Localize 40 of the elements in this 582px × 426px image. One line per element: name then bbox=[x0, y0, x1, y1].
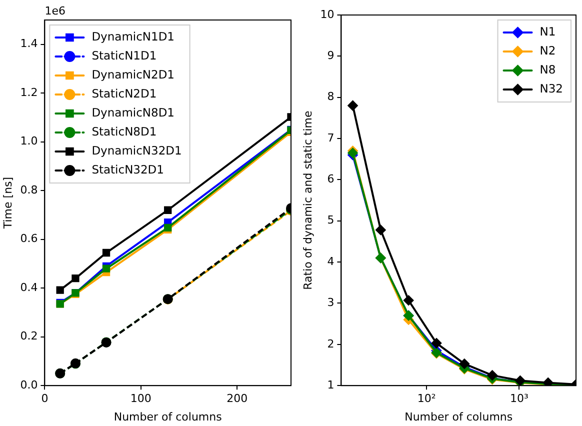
legend-label: N1 bbox=[540, 24, 556, 38]
legend-label: StaticN8D1 bbox=[92, 124, 157, 138]
y-tick-label: 8 bbox=[327, 90, 334, 104]
legend-label: N8 bbox=[540, 62, 556, 76]
y-tick-label: 2 bbox=[327, 337, 334, 350]
legend-label: N2 bbox=[540, 43, 556, 58]
y-tick-label: 4 bbox=[327, 254, 334, 268]
legend-label: DynamicN32D1 bbox=[92, 143, 182, 158]
y-tick-label: 9 bbox=[327, 49, 334, 62]
y-tick-label: 0.4 bbox=[20, 280, 38, 294]
legend-label: DynamicN8D1 bbox=[92, 105, 175, 120]
x-tick-label: 10² bbox=[417, 392, 436, 406]
y-tick-label: 3 bbox=[327, 296, 334, 310]
y-axis-title: Ratio of dynamic and static time bbox=[301, 110, 314, 290]
x-tick-label: 200 bbox=[226, 392, 248, 406]
y-tick-label: 1 bbox=[327, 378, 334, 392]
y-tick-label: 0.8 bbox=[20, 183, 38, 196]
y-tick-label: 7 bbox=[327, 131, 334, 144]
y-tick-label: 6 bbox=[327, 172, 334, 186]
y-tick-label: 0.2 bbox=[20, 330, 38, 343]
y-tick-label: 1.4 bbox=[20, 37, 38, 50]
x-tick-label: 100 bbox=[130, 392, 152, 406]
legend-label: DynamicN2D1 bbox=[92, 67, 175, 82]
x-axis-title: Number of columns bbox=[404, 410, 513, 424]
y-tick-label: 10 bbox=[320, 8, 334, 21]
legend-label: DynamicN1D1 bbox=[92, 29, 175, 44]
y-axis-title: Time [ns] bbox=[1, 176, 14, 230]
legend-label: StaticN1D1 bbox=[92, 48, 157, 62]
legend-label: StaticN2D1 bbox=[92, 86, 157, 100]
y-tick-label: 0.6 bbox=[20, 232, 38, 246]
y-tick-label: 5 bbox=[327, 214, 334, 227]
y-tick-label: 1.0 bbox=[20, 134, 38, 148]
legend-label: StaticN32D1 bbox=[92, 162, 164, 176]
x-tick-label: 0 bbox=[41, 392, 48, 406]
x-axis-title: Number of columns bbox=[114, 410, 222, 424]
y-tick-label: 0.0 bbox=[20, 378, 38, 392]
text: 1e6 bbox=[44, 4, 66, 18]
x-tick-label: 10³ bbox=[510, 392, 528, 406]
y-tick-label: 1.2 bbox=[20, 86, 38, 99]
legend-label: N32 bbox=[540, 81, 564, 96]
